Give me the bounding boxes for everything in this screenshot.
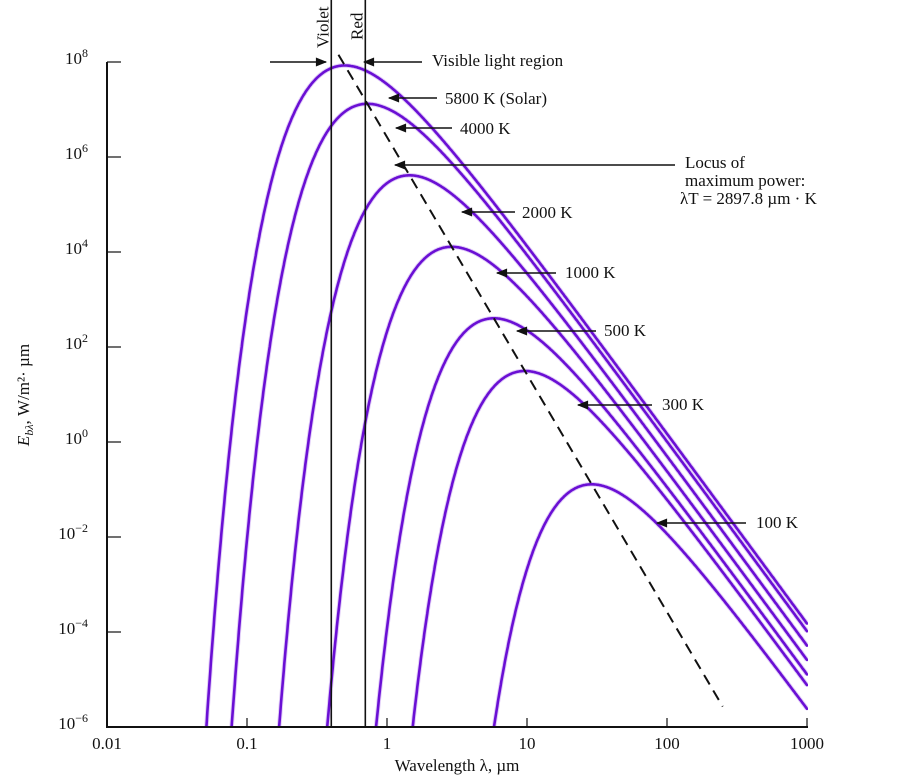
curve-100k bbox=[492, 483, 808, 727]
locus-label-line1: Locus of bbox=[685, 153, 745, 172]
y-tick-base: 10 bbox=[58, 619, 75, 638]
y-tick-base: 10 bbox=[65, 429, 82, 448]
y-tick-label: 108 bbox=[65, 46, 88, 68]
y-tick-exponent: −2 bbox=[75, 521, 88, 535]
x-tick-label: 10 bbox=[519, 734, 536, 753]
x-tick-label: 1 bbox=[383, 734, 392, 753]
y-label-symbol: E bbox=[14, 435, 33, 447]
y-label-subscript: bλ bbox=[22, 424, 36, 435]
y-tick-base: 10 bbox=[58, 714, 75, 733]
label-5800k: 5800 K (Solar) bbox=[445, 89, 547, 108]
locus-label-line2: maximum power: bbox=[685, 171, 805, 190]
locus-dashed-line bbox=[337, 54, 724, 708]
y-tick-base: 10 bbox=[65, 239, 82, 258]
y-tick-base: 10 bbox=[65, 334, 82, 353]
y-tick-exponent: 2 bbox=[82, 331, 88, 345]
red-label: Red bbox=[347, 12, 366, 40]
y-tick-label: 10−4 bbox=[58, 616, 88, 638]
curve-500k bbox=[374, 317, 808, 727]
y-tick-exponent: 4 bbox=[82, 236, 88, 250]
x-ticks: 0.01 0.1 1 10 100 1000 bbox=[92, 718, 824, 753]
x-tick-label: 100 bbox=[654, 734, 680, 753]
label-4000k: 4000 K bbox=[460, 119, 511, 138]
y-tick-base: 10 bbox=[65, 144, 82, 163]
y-tick-base: 10 bbox=[58, 524, 75, 543]
x-tick-label: 1000 bbox=[790, 734, 824, 753]
y-tick-exponent: 8 bbox=[82, 46, 88, 60]
label-300k: 300 K bbox=[662, 395, 705, 414]
x-axis-label: Wavelength λ, µm bbox=[395, 756, 520, 775]
curve-1000k bbox=[325, 245, 808, 727]
y-tick-exponent: −4 bbox=[75, 616, 88, 630]
y-tick-label: 106 bbox=[65, 141, 88, 163]
label-100k: 100 K bbox=[756, 513, 799, 532]
label-2000k: 2000 K bbox=[522, 203, 573, 222]
curve-2000k bbox=[277, 174, 808, 727]
y-axis-label: Ebλ, W/m²· µm bbox=[14, 344, 36, 447]
curve-halo bbox=[324, 244, 808, 727]
label-500k: 500 K bbox=[604, 321, 647, 340]
curve-300k bbox=[411, 369, 808, 727]
violet-label: Violet bbox=[313, 6, 332, 48]
y-tick-label: 100 bbox=[65, 426, 88, 448]
x-tick-label: 0.01 bbox=[92, 734, 122, 753]
y-tick-exponent: 0 bbox=[82, 426, 88, 440]
y-tick-label: 102 bbox=[65, 331, 88, 353]
visible-region-label: Visible light region bbox=[432, 51, 564, 70]
y-tick-exponent: −6 bbox=[75, 711, 88, 725]
label-1000k: 1000 K bbox=[565, 263, 616, 282]
y-label-unit: , W/m²· µm bbox=[14, 344, 33, 425]
y-tick-exponent: 6 bbox=[82, 141, 88, 155]
curve-5800k bbox=[205, 64, 808, 727]
x-tick-label: 0.1 bbox=[236, 734, 257, 753]
y-tick-label: 10−6 bbox=[58, 711, 88, 733]
locus-label-line3: λT = 2897.8 µm · K bbox=[680, 189, 818, 208]
y-tick-label: 104 bbox=[65, 236, 88, 258]
curve-4000k bbox=[230, 102, 808, 727]
y-tick-base: 10 bbox=[65, 49, 82, 68]
y-tick-label: 10−2 bbox=[58, 521, 88, 543]
curves-group bbox=[204, 54, 808, 727]
